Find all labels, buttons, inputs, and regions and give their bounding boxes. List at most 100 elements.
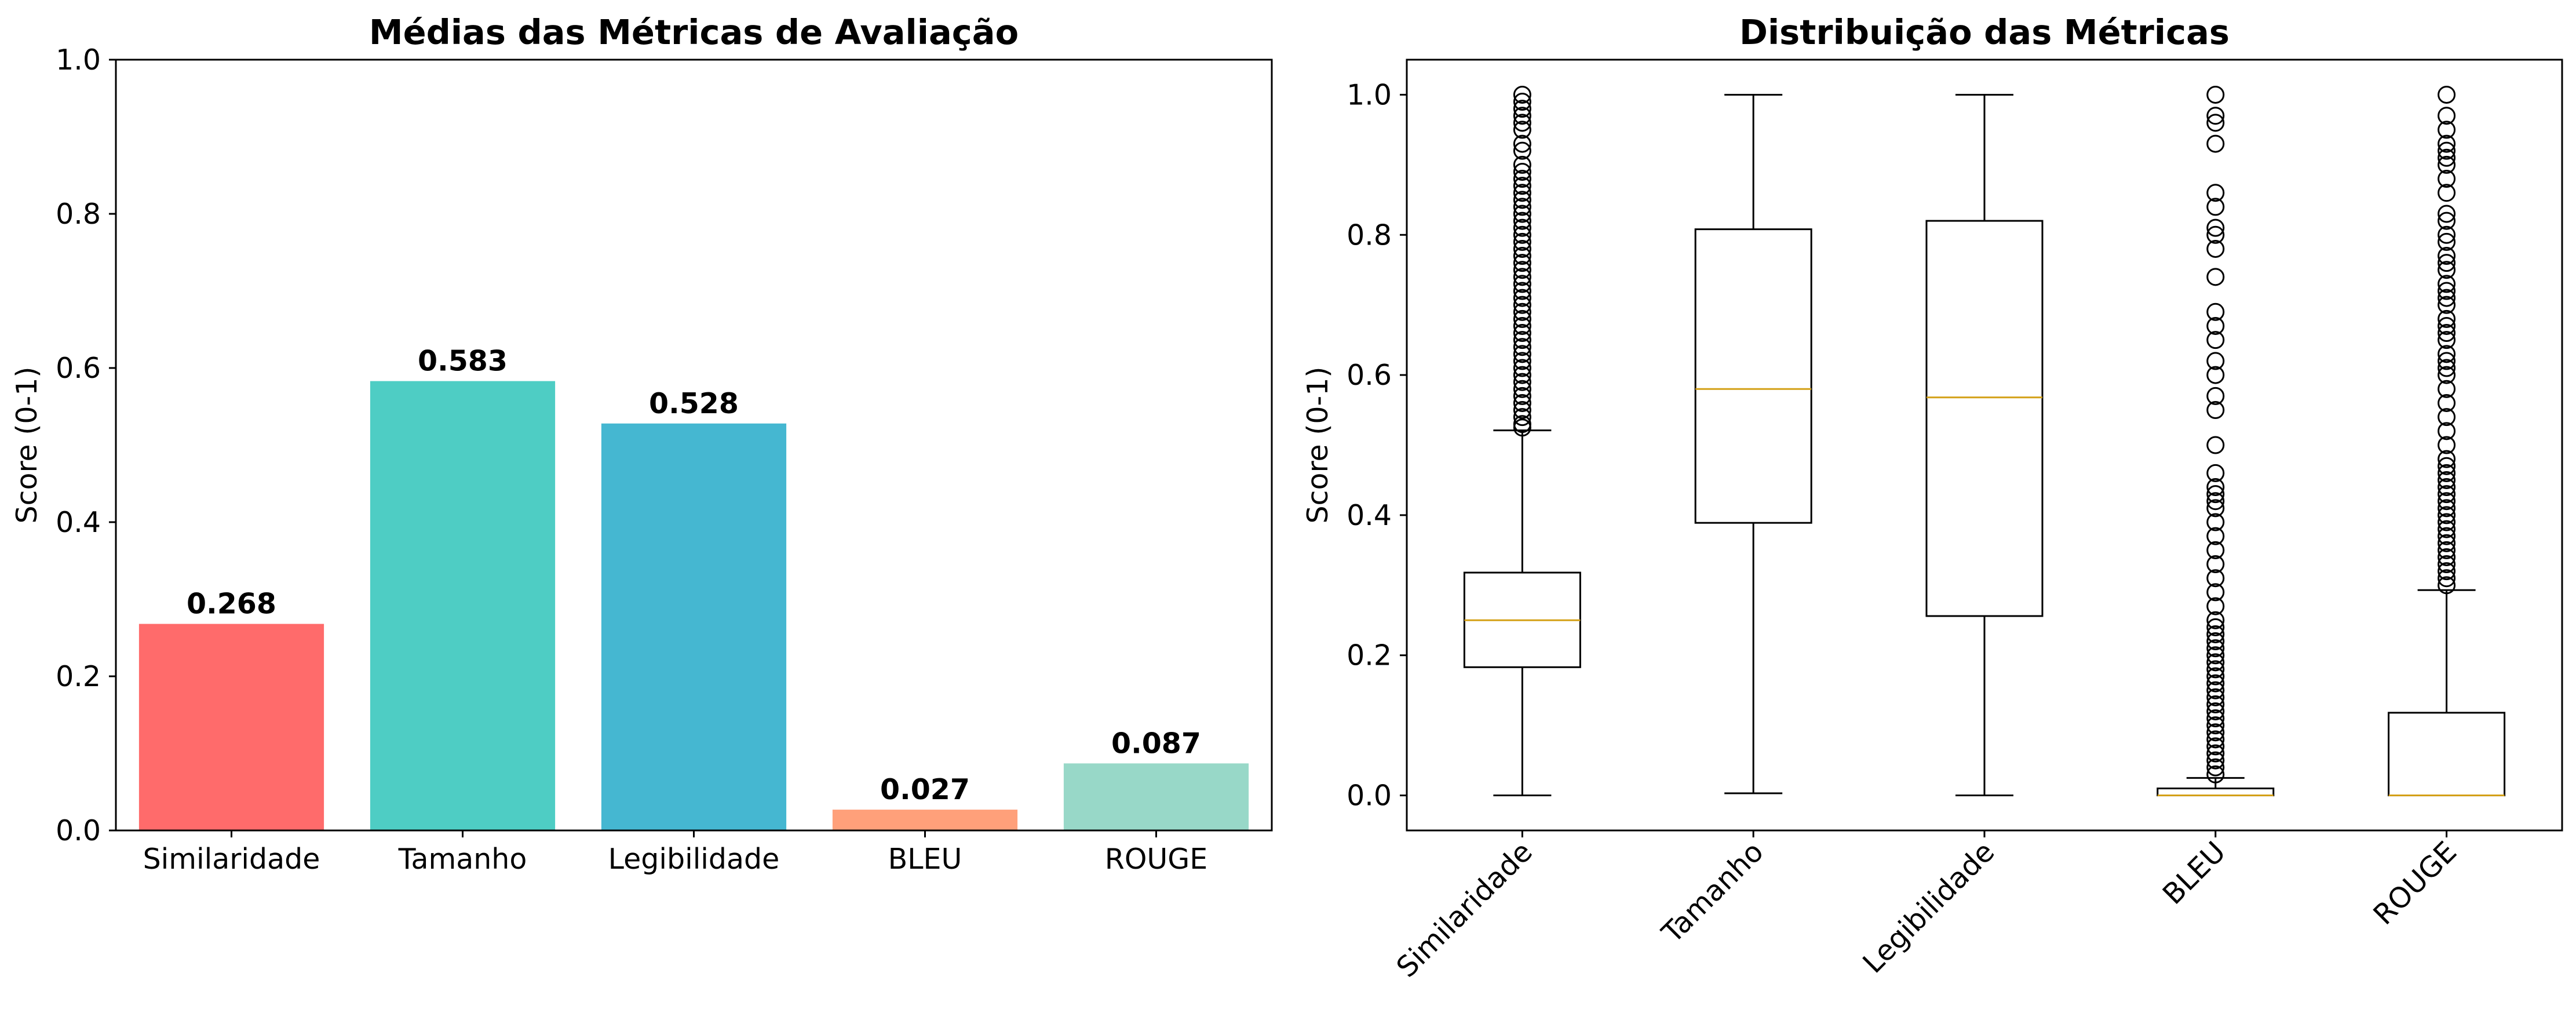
outlier-point xyxy=(2206,569,2225,588)
outlier-point xyxy=(2206,618,2225,636)
box-tamanho xyxy=(1694,93,1812,795)
outlier-point xyxy=(2438,134,2456,153)
outlier-point xyxy=(2206,492,2225,511)
outlier-point xyxy=(1513,100,1531,118)
outlier-point xyxy=(2206,198,2225,216)
outlier-point xyxy=(2206,660,2225,679)
outlier-point xyxy=(1513,282,1531,300)
outlier-point xyxy=(1513,225,1531,244)
outlier-point xyxy=(1513,309,1531,328)
outlier-point xyxy=(2438,541,2456,559)
outlier-point xyxy=(2438,324,2456,342)
bar-value-label: 0.583 xyxy=(418,345,508,378)
bar-bleu xyxy=(832,810,1018,830)
outlier-point xyxy=(2206,316,2225,335)
outlier-point xyxy=(2206,366,2225,384)
outlier-point xyxy=(2438,309,2456,328)
bar-chart-panel: Médias das Métricas de Avaliação Score (… xyxy=(10,12,1273,876)
x-tick-label: Similaridade xyxy=(143,843,320,876)
outlier-point xyxy=(2206,85,2225,104)
outlier-point xyxy=(2206,730,2225,749)
outlier-point xyxy=(2438,225,2456,244)
outlier-point xyxy=(2438,247,2456,265)
outlier-point xyxy=(2206,716,2225,735)
outlier-point xyxy=(2438,520,2456,538)
bar-value-label: 0.027 xyxy=(880,773,970,806)
outlier-point xyxy=(2206,268,2225,286)
boxplot-title: Distribuição das Métricas xyxy=(1739,12,2230,52)
outlier-point xyxy=(1513,289,1531,307)
outlier-point xyxy=(1513,401,1531,420)
outlier-point xyxy=(1513,162,1531,181)
outlier-point xyxy=(1513,296,1531,314)
outlier-point xyxy=(2206,464,2225,482)
boxplot-marks xyxy=(1463,85,2506,797)
outlier-point xyxy=(2206,702,2225,720)
box-bleu xyxy=(2157,85,2275,797)
outlier-point xyxy=(2438,471,2456,489)
outlier-point xyxy=(2206,134,2225,153)
outlier-point xyxy=(2438,478,2456,497)
outlier-point xyxy=(2438,513,2456,531)
y-tick-label: 0.2 xyxy=(1347,639,1392,672)
outlier-point xyxy=(1513,387,1531,405)
outlier-point xyxy=(2438,450,2456,468)
outlier-point xyxy=(2206,688,2225,706)
outlier-point xyxy=(1513,366,1531,384)
bar-tamanho xyxy=(370,381,556,830)
outlier-point xyxy=(2438,331,2456,349)
outlier-point xyxy=(1513,205,1531,223)
outlier-point xyxy=(2206,541,2225,559)
outlier-point xyxy=(2438,296,2456,314)
y-tick-label: 0.6 xyxy=(56,352,101,385)
outlier-point xyxy=(2438,85,2456,104)
outlier-point xyxy=(1513,121,1531,139)
outlier-point xyxy=(2438,170,2456,188)
outlier-point xyxy=(2206,723,2225,742)
outlier-point xyxy=(1513,141,1531,160)
outlier-point xyxy=(1513,155,1531,174)
outlier-point xyxy=(1513,85,1531,104)
outlier-point xyxy=(2206,667,2225,686)
outlier-point xyxy=(2206,352,2225,370)
outlier-point xyxy=(1513,316,1531,335)
outlier-point xyxy=(2206,555,2225,574)
y-tick-label: 0.0 xyxy=(56,814,101,847)
y-tick-label: 0.8 xyxy=(1347,218,1392,252)
outlier-point xyxy=(2206,751,2225,770)
y-tick-label: 0.8 xyxy=(56,198,101,231)
outlier-point xyxy=(1513,415,1531,433)
outlier-point xyxy=(2206,674,2225,693)
outlier-point xyxy=(2438,141,2456,160)
outlier-point xyxy=(2438,422,2456,440)
outlier-point xyxy=(2438,352,2456,370)
outlier-point xyxy=(2438,436,2456,454)
outlier-point xyxy=(1513,177,1531,195)
box-iqr xyxy=(1925,220,2044,617)
outlier-point xyxy=(2438,527,2456,545)
outlier-point xyxy=(2438,576,2456,595)
outlier-point xyxy=(2438,212,2456,230)
outlier-point xyxy=(1513,373,1531,391)
bar-chart-title: Médias das Métricas de Avaliação xyxy=(369,12,1019,52)
bar-value-label: 0.087 xyxy=(1111,727,1201,760)
outlier-point xyxy=(2438,316,2456,335)
outlier-point xyxy=(2438,457,2456,475)
outlier-point xyxy=(1513,331,1531,349)
outlier-point xyxy=(1513,345,1531,363)
outlier-point xyxy=(2438,569,2456,588)
box-iqr xyxy=(1694,228,1812,524)
y-tick-label: 0.0 xyxy=(1347,779,1392,812)
box-legibilidade xyxy=(1925,93,2044,797)
outlier-point xyxy=(2438,184,2456,202)
bar-chart-marks: 0.268 0.583 0.528 0.027 0.087 xyxy=(138,345,1249,830)
outlier-point xyxy=(2438,408,2456,427)
outlier-point xyxy=(2206,184,2225,202)
outlier-point xyxy=(2438,562,2456,581)
outlier-point xyxy=(1513,170,1531,188)
outlier-point xyxy=(2206,225,2225,244)
outlier-point xyxy=(2206,239,2225,258)
y-tick-label: 0.2 xyxy=(56,660,101,693)
outlier-point xyxy=(2438,148,2456,167)
outlier-point xyxy=(2438,534,2456,552)
